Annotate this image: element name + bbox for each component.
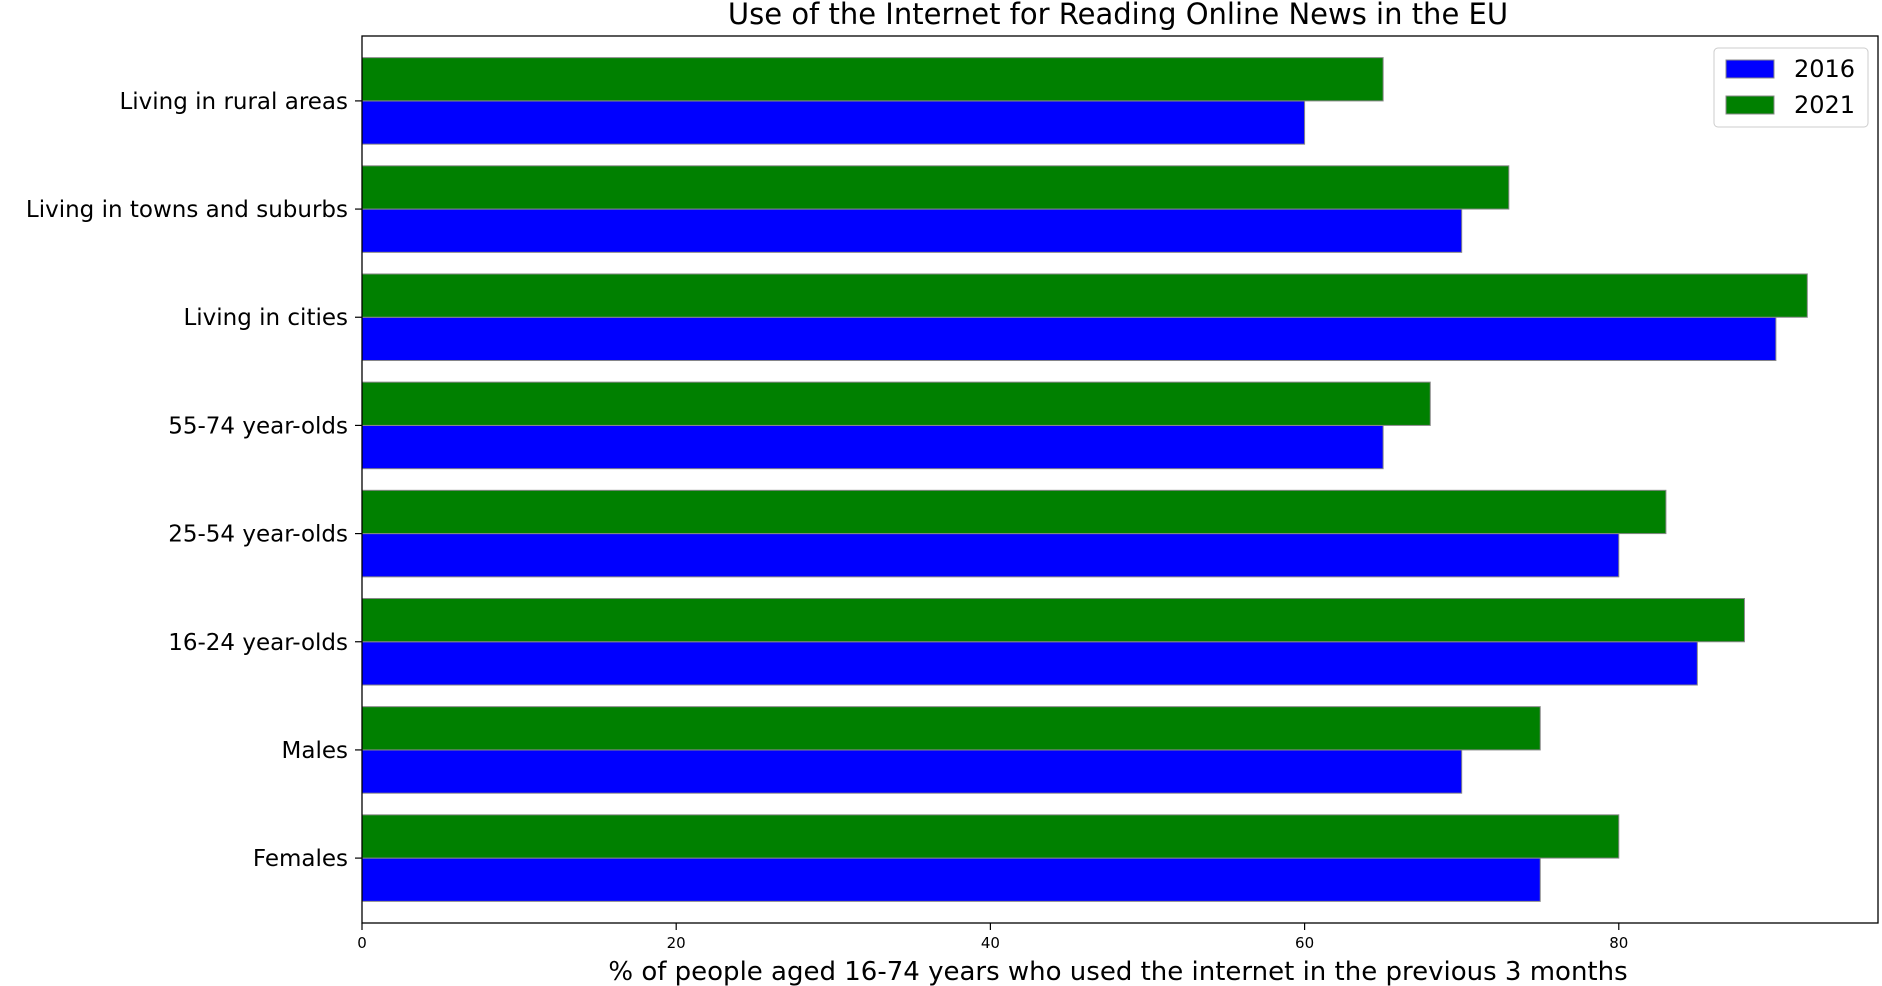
y-tick-label: 16-24 year-olds [168, 630, 348, 656]
legend-label-2016: 2016 [1794, 55, 1855, 83]
bar-2021-1 [361, 706, 1541, 751]
x-tick-label: 80 [1609, 934, 1628, 952]
bar-2021-0 [361, 814, 1620, 859]
x-tick-label: 0 [357, 934, 367, 952]
bar-2016-0 [361, 857, 1541, 902]
bar-2021-7 [361, 57, 1384, 102]
bar-2021-6 [361, 165, 1510, 210]
plot-frame [361, 35, 1879, 924]
y-tick-label: Males [282, 738, 348, 764]
x-axis-label: % of people aged 16-74 years who used th… [608, 957, 1627, 986]
x-tick-label: 60 [1295, 934, 1314, 952]
bar-2016-4 [361, 424, 1384, 470]
bar-2021-5 [361, 273, 1808, 318]
bar-2016-7 [361, 100, 1306, 145]
bar-2016-2 [361, 641, 1698, 686]
x-tick-label: 40 [981, 934, 1000, 952]
bar-2021-4 [361, 381, 1431, 426]
legend-label-2021: 2021 [1794, 91, 1855, 119]
bar-2021-3 [361, 489, 1667, 535]
bar-2016-1 [361, 749, 1463, 794]
y-axis-labels: Females Males 16-24 year-olds 25-54 year-ol… [26, 89, 362, 872]
bar-2016-6 [361, 208, 1463, 253]
y-tick-label: 55-74 year-olds [168, 413, 348, 439]
legend-swatch-2016 [1725, 59, 1775, 79]
y-tick-label: Females [253, 846, 348, 872]
bars [361, 57, 1808, 902]
x-axis-ticks: 0 20 40 60 80 [357, 923, 1628, 952]
y-tick-label: Living in rural areas [119, 89, 348, 115]
y-tick-label: 25-54 year-olds [168, 522, 348, 548]
x-tick-label: 20 [667, 934, 686, 952]
y-tick-label: Living in towns and suburbs [26, 197, 348, 223]
bar-2016-3 [361, 533, 1620, 578]
legend: 2016 2021 [1713, 47, 1869, 128]
y-tick-label: Living in cities [183, 305, 348, 331]
legend-swatch-2021 [1725, 95, 1775, 115]
chart-title: Use of the Internet for Reading Online N… [728, 0, 1508, 31]
bar-2016-5 [361, 316, 1777, 362]
bar-2021-2 [361, 597, 1745, 643]
